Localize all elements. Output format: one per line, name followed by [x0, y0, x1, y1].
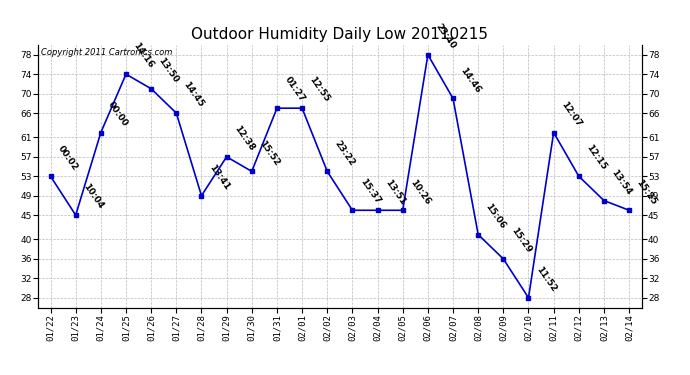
Text: 23:22: 23:22	[333, 139, 357, 167]
Text: 14:46: 14:46	[459, 66, 482, 94]
Text: Copyright 2011 Cartronics.com: Copyright 2011 Cartronics.com	[41, 48, 172, 57]
Text: 13:50: 13:50	[157, 56, 180, 85]
Text: 00:00: 00:00	[106, 100, 130, 128]
Text: 11:52: 11:52	[534, 265, 558, 294]
Text: 14:16: 14:16	[132, 41, 155, 70]
Text: 12:38: 12:38	[232, 124, 256, 153]
Text: 15:29: 15:29	[509, 226, 533, 255]
Text: 12:15: 12:15	[584, 144, 608, 172]
Text: 13:51: 13:51	[383, 177, 407, 206]
Text: 12:55: 12:55	[308, 75, 331, 104]
Text: 15:37: 15:37	[358, 177, 382, 206]
Text: 01:27: 01:27	[282, 75, 306, 104]
Text: 15:25: 15:25	[635, 177, 658, 206]
Text: 00:02: 00:02	[56, 144, 79, 172]
Text: 13:41: 13:41	[207, 163, 231, 192]
Text: 10:04: 10:04	[81, 183, 105, 211]
Text: 13:54: 13:54	[609, 168, 633, 196]
Title: Outdoor Humidity Daily Low 20110215: Outdoor Humidity Daily Low 20110215	[191, 27, 489, 42]
Text: 15:52: 15:52	[257, 139, 281, 167]
Text: 12:07: 12:07	[559, 100, 583, 128]
Text: 15:06: 15:06	[484, 202, 507, 230]
Text: 10:26: 10:26	[408, 178, 432, 206]
Text: 14:45: 14:45	[182, 80, 206, 109]
Text: 23:40: 23:40	[433, 22, 457, 51]
